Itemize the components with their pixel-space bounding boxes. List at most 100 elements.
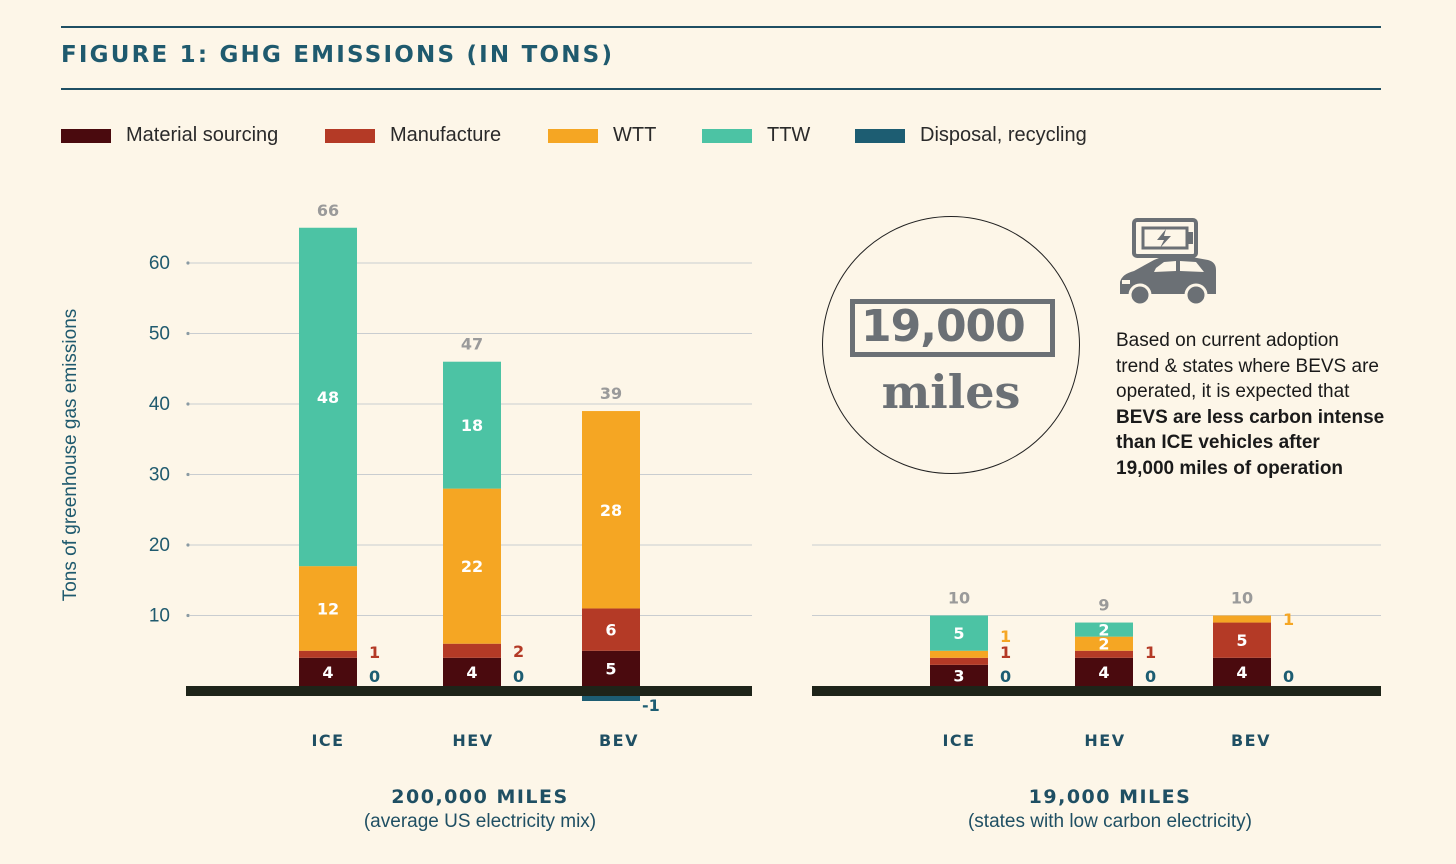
y-tick-label: 20 <box>149 535 170 556</box>
callout-line: operated, it is expected that <box>1116 381 1350 402</box>
legend-label: WTT <box>613 124 657 146</box>
segment-value-label: 1 <box>369 643 380 662</box>
tick-dot <box>186 402 190 406</box>
legend-swatch <box>325 128 375 143</box>
y-tick-label: 40 <box>149 394 170 415</box>
segment-value-label: 5 <box>605 659 616 678</box>
segment-value-label: 28 <box>600 501 622 520</box>
chart-1-subtitle: (average US electricity mix) <box>363 811 597 832</box>
bar-segment-manufacture <box>582 608 640 651</box>
figure-title: FIGURE 1: GHG EMISSIONS (IN TONS) <box>61 42 615 68</box>
legend-label: TTW <box>767 124 811 146</box>
car-icon <box>1120 255 1216 307</box>
top-rule <box>61 26 1381 28</box>
category-label: ICE <box>311 731 344 750</box>
category-label: BEV <box>599 731 639 750</box>
callout-bold-line: BEVS are less carbon intense <box>1116 406 1385 428</box>
segment-value-label: 4 <box>1236 663 1247 682</box>
baseline <box>812 686 1381 696</box>
category-label: ICE <box>942 731 975 750</box>
bar-segment-wtt <box>443 488 501 644</box>
tick-dot <box>186 543 190 547</box>
bar-segment-material-sourcing <box>443 657 501 686</box>
bar-segment-wtt <box>1213 615 1271 623</box>
legend-item: Disposal, recycling <box>855 124 1087 147</box>
bar-segment-manufacture <box>443 643 501 658</box>
legend-label: Disposal, recycling <box>920 124 1087 146</box>
legend-item: WTT <box>548 124 656 147</box>
disposal-value-label: -1 <box>642 696 660 715</box>
disposal-value-label: 0 <box>1283 667 1294 686</box>
bar-segment-manufacture <box>1213 622 1271 658</box>
segment-value-label: 12 <box>317 599 339 618</box>
category-label: BEV <box>1231 731 1271 750</box>
disposal-value-label: 0 <box>513 667 524 686</box>
segment-value-label: 2 <box>1098 621 1109 640</box>
badge-number-box: 19,000 <box>850 299 1055 357</box>
tick-dot <box>186 472 190 477</box>
segment-value-label: 4 <box>466 663 477 682</box>
bar-total-label: 9 <box>1098 596 1109 615</box>
bar-total-label: 10 <box>948 589 970 608</box>
segment-value-label: 48 <box>317 388 339 407</box>
y-tick-label: 30 <box>149 465 170 486</box>
disposal-value-label: 0 <box>1000 667 1011 686</box>
y-tick-label: 50 <box>149 324 170 345</box>
segment-value-label: 3 <box>953 666 964 685</box>
tick-dot <box>186 331 190 336</box>
segment-value-label: 22 <box>461 557 483 576</box>
bar-segment-manufacture <box>299 650 357 658</box>
y-tick-label: 10 <box>149 606 170 627</box>
segment-value-label: 2 <box>1098 635 1109 654</box>
bar-total-label: 39 <box>600 384 622 403</box>
bar-segment-wtt <box>299 566 357 651</box>
disposal-value-label: 0 <box>369 667 380 686</box>
y-tick-label: 60 <box>149 253 170 274</box>
callout-line: trend & states where BEVS are <box>1116 355 1379 377</box>
baseline <box>186 686 752 696</box>
badge-number: 19,000 <box>861 301 1026 352</box>
legend-item: Material sourcing <box>61 124 278 147</box>
callout-text: Based on current adoption trend & states… <box>1116 328 1406 481</box>
badge-circle <box>822 216 1080 474</box>
category-label: HEV <box>1084 731 1125 750</box>
bar-segment-wtt <box>1075 636 1133 651</box>
legend-swatch <box>548 128 598 143</box>
bar-segment-material-sourcing <box>930 664 988 686</box>
legend-swatch <box>702 128 752 143</box>
segment-value-label: 18 <box>461 416 483 435</box>
bar-total-label: 47 <box>461 335 483 354</box>
callout-line: Based on current adoption <box>1116 330 1339 351</box>
legend-item: TTW <box>702 124 810 147</box>
y-axis-label: Tons of greenhouse gas emissions <box>60 309 81 602</box>
segment-value-label: 6 <box>605 621 616 640</box>
segment-value-label: 1 <box>1000 627 1011 646</box>
legend-swatch <box>61 128 111 143</box>
legend-label: Manufacture <box>390 124 502 146</box>
segment-value-label: 5 <box>1236 631 1247 650</box>
category-label: HEV <box>452 731 493 750</box>
bar-segment-ttw <box>299 227 357 567</box>
bar-total-label: 66 <box>317 201 339 220</box>
bar-segment-ttw <box>1075 622 1133 637</box>
title-rule <box>61 88 1381 90</box>
bar-segment-ttw <box>443 361 501 489</box>
segment-value-label: 1 <box>1283 610 1294 629</box>
bar-segment-material-sourcing <box>1075 657 1133 686</box>
segment-value-label: 5 <box>953 624 964 643</box>
bar-segment-material-sourcing <box>582 650 640 686</box>
segment-value-label: 4 <box>1098 663 1109 682</box>
callout-bold-line: than ICE vehicles after <box>1116 432 1320 453</box>
bar-segment-manufacture <box>930 657 988 665</box>
bar-segment-wtt <box>582 411 640 609</box>
tick-dot <box>186 613 190 618</box>
bar-segment-manufacture <box>1075 650 1133 658</box>
bar-segment-material-sourcing <box>1213 657 1271 686</box>
bar-total-label: 10 <box>1231 589 1253 608</box>
chart-2-title: 19,000 MILES <box>1028 786 1192 808</box>
segment-value-label: 2 <box>513 642 524 661</box>
badge-unit: miles <box>881 365 1021 419</box>
legend-item: Manufacture <box>325 124 501 147</box>
segment-value-label: 1 <box>1000 643 1011 662</box>
